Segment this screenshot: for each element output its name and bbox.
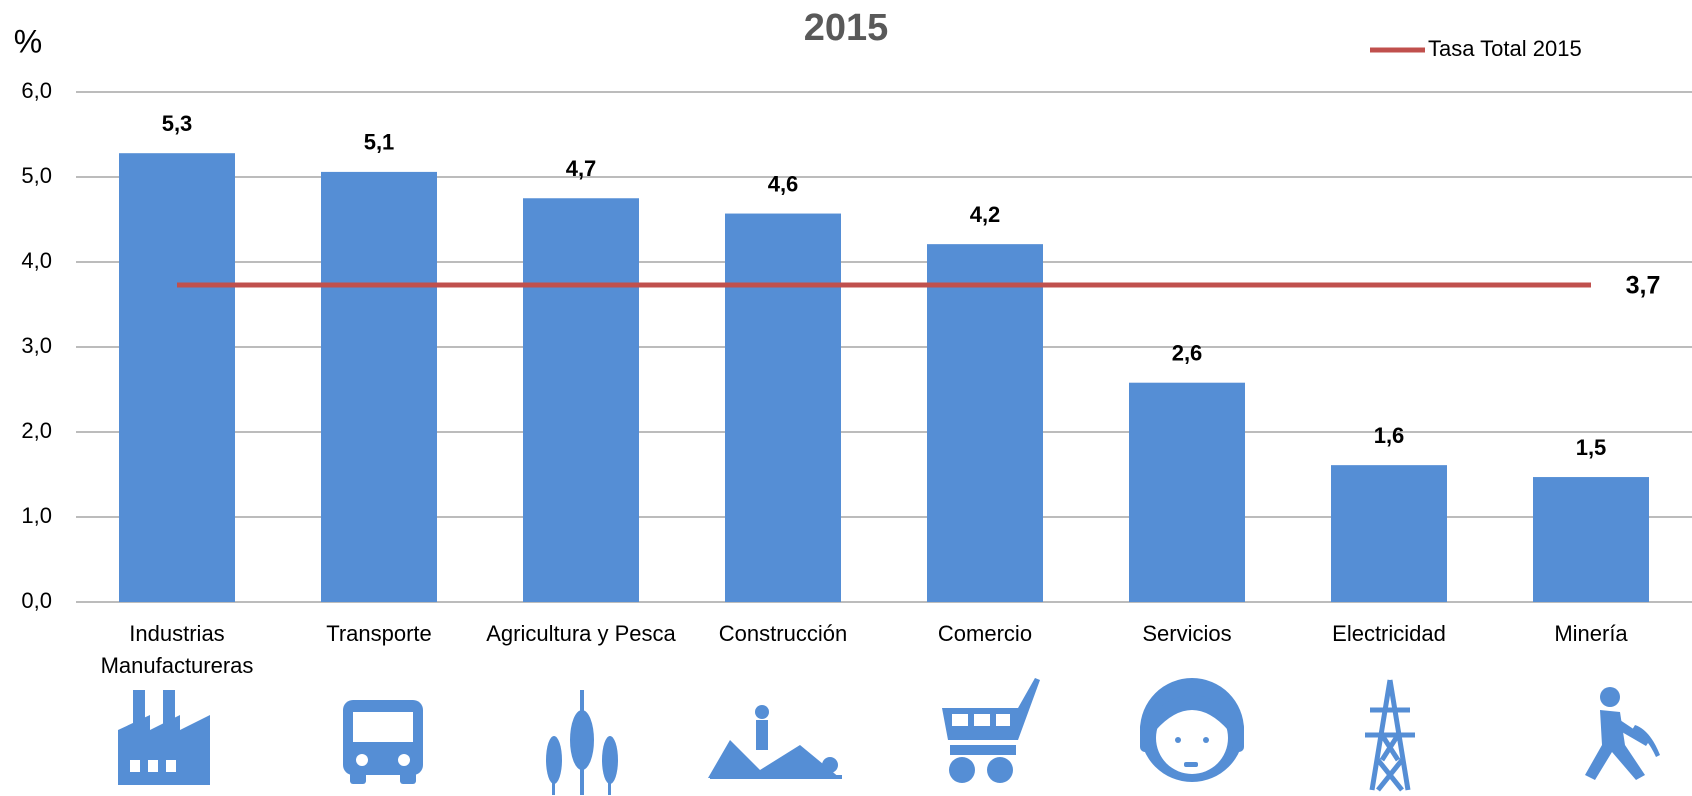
y-tick-label: 2,0 — [21, 418, 52, 443]
data-label: 5,1 — [364, 130, 395, 155]
x-tick-label: Electricidad — [1332, 621, 1446, 646]
bar — [725, 213, 841, 603]
tower-icon — [1365, 679, 1415, 792]
x-tick-label: Construcción — [718, 621, 848, 646]
cart-icon — [942, 678, 1040, 783]
x-tick-label: Industrias Manufactureras — [100, 621, 254, 678]
y-axis-label: % — [14, 23, 42, 59]
y-tick-label: 5,0 — [21, 163, 52, 188]
data-label: 4,7 — [566, 156, 597, 181]
data-label: 5,3 — [162, 111, 193, 136]
x-tick-label: Agricultura y Pesca — [486, 621, 676, 646]
x-tick-label: Minería — [1554, 621, 1628, 646]
data-label: 1,6 — [1374, 423, 1405, 448]
y-tick-label: 3,0 — [21, 333, 52, 358]
headset-icon — [1140, 678, 1244, 782]
y-tick-label: 0,0 — [21, 588, 52, 613]
data-label: 4,2 — [970, 202, 1001, 227]
bar — [1533, 477, 1649, 602]
bar — [1129, 382, 1245, 602]
y-tick-label: 4,0 — [21, 248, 52, 273]
factory-icon — [118, 690, 210, 785]
data-label: 2,6 — [1172, 341, 1203, 366]
miner-icon — [1585, 687, 1660, 780]
legend-label: Tasa Total 2015 — [1428, 36, 1582, 61]
x-tick-label: Servicios — [1142, 621, 1232, 646]
reference-label: 3,7 — [1626, 272, 1661, 300]
bar — [523, 198, 639, 602]
bar — [1331, 465, 1447, 602]
wheat-icon — [546, 690, 618, 795]
data-label: 4,6 — [768, 171, 799, 196]
icons — [118, 678, 1660, 795]
bus-icon — [343, 700, 423, 784]
y-tick-label: 1,0 — [21, 503, 52, 528]
y-tick-label: 6,0 — [21, 78, 52, 103]
chart-title: 2015 — [804, 7, 889, 49]
bar — [927, 244, 1043, 602]
bar — [119, 153, 235, 602]
data-label: 1,5 — [1576, 435, 1607, 460]
bar — [321, 171, 437, 602]
x-tick-label: Transporte — [326, 621, 432, 646]
x-tick-label: Comercio — [937, 621, 1033, 646]
construction-icon — [708, 705, 842, 779]
